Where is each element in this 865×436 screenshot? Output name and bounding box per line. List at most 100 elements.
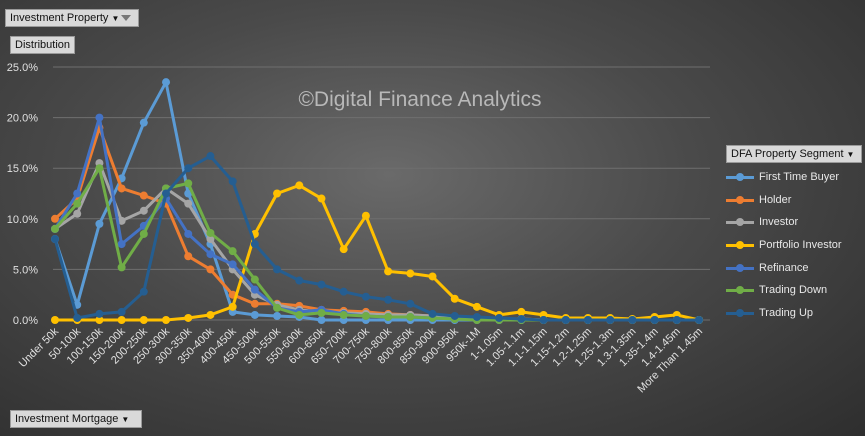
- data-point: [650, 316, 659, 324]
- legend-swatch-icon: [726, 285, 754, 295]
- data-point: [117, 307, 126, 316]
- data-point: [51, 316, 59, 324]
- legend-label: Investor: [759, 216, 799, 229]
- data-point: [139, 191, 148, 200]
- watermark-text: ©Digital Finance Analytics: [298, 88, 541, 111]
- legend-item: First Time Buyer: [726, 166, 842, 189]
- legend-label: Portfolio Investor: [759, 239, 842, 252]
- legend-swatch-icon: [726, 308, 754, 318]
- data-point: [250, 275, 259, 284]
- legend-item: Portfolio Investor: [726, 234, 842, 257]
- data-point: [406, 312, 415, 321]
- property-segment-filter-button[interactable]: DFA Property Segment ▼: [726, 145, 862, 163]
- data-point: [139, 118, 148, 127]
- data-point: [228, 247, 237, 256]
- filter-icon: [121, 15, 132, 22]
- data-point: [561, 316, 570, 324]
- y-tick-label: 25.0%: [7, 62, 38, 74]
- dropdown-arrow-icon: ▼: [121, 415, 130, 424]
- dropdown-arrow-icon: ▼: [846, 150, 855, 159]
- data-point: [206, 152, 215, 161]
- data-point: [495, 313, 504, 322]
- legend-label: Trading Up: [759, 306, 814, 319]
- data-point: [295, 276, 304, 285]
- series-portfolio-investor: [51, 181, 703, 324]
- data-point: [517, 314, 526, 323]
- legend-label: Refinance: [759, 261, 809, 274]
- data-point: [450, 311, 459, 320]
- data-point: [606, 316, 615, 324]
- data-point: [250, 299, 259, 308]
- data-point: [51, 214, 59, 223]
- data-point: [184, 179, 193, 188]
- data-point: [317, 308, 326, 317]
- data-point: [317, 280, 326, 289]
- series-line: [53, 126, 699, 322]
- data-point: [139, 206, 148, 215]
- data-point: [73, 189, 82, 198]
- y-tick-label: 20.0%: [7, 113, 38, 125]
- data-point: [117, 263, 126, 272]
- data-point: [250, 240, 259, 249]
- data-point: [51, 224, 59, 233]
- data-point: [273, 189, 282, 198]
- investment-property-filter-button[interactable]: Investment Property ▼: [5, 9, 139, 27]
- data-point: [384, 295, 393, 304]
- data-point: [139, 287, 148, 296]
- data-point: [206, 250, 215, 259]
- investment-mortgage-filter-button[interactable]: Investment Mortgage ▼: [10, 410, 142, 428]
- data-point: [206, 228, 215, 237]
- y-tick-label: 0.0%: [13, 315, 38, 327]
- data-point: [206, 310, 215, 319]
- data-point: [317, 316, 326, 324]
- series-lines: [51, 78, 703, 324]
- y-tick-label: 15.0%: [7, 163, 38, 175]
- data-point: [228, 260, 237, 269]
- property-segment-label: DFA Property Segment: [731, 148, 844, 160]
- data-point: [51, 235, 59, 244]
- data-point: [450, 294, 459, 303]
- data-point: [73, 313, 82, 322]
- investment-property-label: Investment Property: [10, 12, 109, 24]
- data-point: [472, 312, 481, 321]
- x-axis-ticks: Under 50k50-100k100-150k150-200k200-250k…: [17, 325, 705, 395]
- data-point: [162, 316, 171, 324]
- data-point: [472, 302, 481, 311]
- data-point: [273, 303, 282, 312]
- legend-item: Investor: [726, 211, 842, 234]
- data-point: [184, 229, 193, 238]
- data-point: [228, 302, 237, 311]
- data-point: [73, 209, 82, 218]
- distribution-label: Distribution: [15, 39, 71, 51]
- legend-label: First Time Buyer: [759, 171, 840, 184]
- legend-label: Holder: [759, 193, 792, 206]
- data-point: [95, 164, 104, 173]
- data-point: [384, 312, 393, 321]
- data-point: [428, 309, 437, 318]
- data-point: [339, 310, 348, 319]
- data-point: [539, 316, 548, 324]
- data-point: [361, 292, 370, 301]
- data-point: [250, 310, 259, 319]
- data-point: [184, 252, 193, 261]
- data-point: [139, 229, 148, 238]
- data-point: [95, 316, 104, 324]
- data-point: [228, 177, 237, 186]
- legend-label: Trading Down: [759, 284, 828, 297]
- data-point: [295, 181, 304, 190]
- data-point: [184, 199, 193, 208]
- data-point: [273, 311, 282, 320]
- investment-mortgage-label: Investment Mortgage: [15, 413, 119, 425]
- data-point: [428, 272, 437, 281]
- data-point: [184, 164, 193, 173]
- data-point: [628, 316, 637, 324]
- data-point: [117, 316, 126, 324]
- distribution-values-button[interactable]: Distribution: [10, 36, 76, 54]
- data-point: [117, 216, 126, 225]
- dropdown-arrow-icon: ▼: [111, 14, 120, 23]
- legend-swatch-icon: [726, 240, 754, 250]
- legend: First Time Buyer Holder Investor Portfolio …: [726, 166, 842, 324]
- data-point: [162, 78, 171, 87]
